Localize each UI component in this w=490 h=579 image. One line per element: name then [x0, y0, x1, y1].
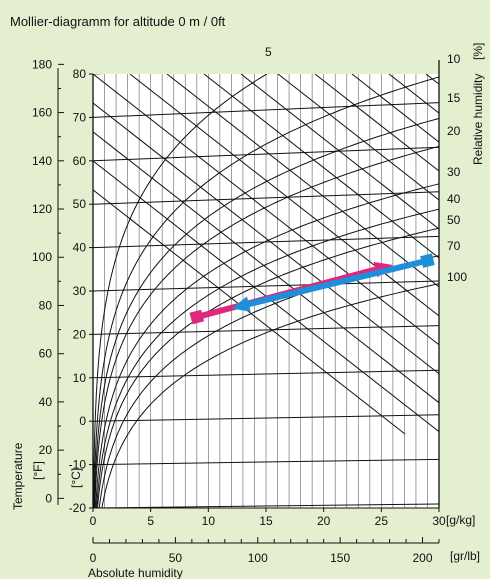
isotherm-line [93, 102, 439, 118]
enthalpy-line [203, 74, 439, 259]
isotherm-line [93, 235, 439, 249]
x-unit-label: [g/kg] [446, 513, 475, 527]
celsius-tick-label: 80 [73, 67, 87, 81]
rh-curve [95, 183, 439, 508]
grlb-tick-label: 150 [330, 551, 350, 565]
blue-arrow-start [420, 253, 435, 268]
grlb-tick-label: 50 [169, 551, 183, 565]
fahrenheit-tick-label: 100 [32, 250, 52, 264]
grlb-tick-label: 100 [248, 551, 268, 565]
rh-label: 15 [447, 91, 461, 105]
rh-curve [96, 208, 439, 508]
rh-label: 10 [447, 52, 461, 66]
x-axis-title: Absolute humidity [88, 566, 183, 579]
rh-curve [101, 283, 439, 508]
isotherm-line [93, 458, 439, 466]
gkg-tick-label: 0 [90, 514, 97, 528]
process-arrows [189, 253, 435, 325]
fahrenheit-tick-label: 120 [32, 202, 52, 216]
rh-axis-title: Relative humidity [471, 74, 485, 165]
rh-label: 5 [265, 45, 272, 59]
celsius-tick-label: -20 [69, 501, 87, 515]
pink-arrow-start [189, 309, 205, 325]
isotherm-line [93, 74, 104, 75]
rh-curve [93, 117, 439, 508]
fahrenheit-tick-label: 60 [39, 347, 53, 361]
chart-grid [93, 74, 439, 508]
enthalpy-line [93, 131, 439, 404]
celsius-tick-label: 50 [73, 197, 87, 211]
enthalpy-line [277, 74, 439, 201]
x2-unit-label: [gr/lb] [450, 549, 480, 563]
enthalpy-line [351, 74, 439, 143]
blue-arrow-head [231, 296, 251, 312]
celsius-tick-label: 20 [73, 327, 87, 341]
gkg-tick-label: 20 [317, 514, 331, 528]
enthalpy-line [166, 74, 439, 288]
gkg-tick-label: 15 [259, 514, 273, 528]
blue-arrow-shaft [248, 257, 429, 308]
isotherm-line [93, 280, 439, 292]
celsius-unit-label: [°C] [69, 468, 83, 488]
rh-curve [94, 145, 439, 508]
rh-label: 100 [447, 270, 467, 284]
celsius-tick-label: 0 [79, 414, 86, 428]
rh-label: 70 [447, 239, 461, 253]
celsius-tick-label: 10 [73, 371, 87, 385]
enthalpy-line [129, 74, 439, 317]
rh-curve [98, 255, 439, 508]
axis-ticks: 5 10152030405070100-20-100102030405060708… [32, 45, 467, 565]
gkg-tick-label: 5 [147, 514, 154, 528]
fahrenheit-unit-label: [°F] [31, 461, 45, 480]
isotherm-line [93, 325, 439, 335]
isotherm-line [93, 503, 439, 508]
celsius-tick-label: 70 [73, 110, 87, 124]
rh-unit-label: [%] [471, 43, 485, 60]
celsius-tick-label: 30 [73, 284, 87, 298]
enthalpy-line [240, 74, 439, 230]
fahrenheit-tick-label: 40 [39, 395, 53, 409]
grlb-tick-label: 0 [90, 551, 97, 565]
enthalpy-line [93, 160, 439, 433]
rh-curve [97, 227, 439, 508]
fahrenheit-tick-label: 20 [39, 443, 53, 457]
fahrenheit-tick-label: 180 [32, 57, 52, 71]
rh-curve [93, 74, 268, 508]
celsius-tick-label: 60 [73, 154, 87, 168]
fahrenheit-tick-label: 0 [45, 491, 52, 505]
rh-label: 20 [447, 124, 461, 138]
enthalpy-line [314, 74, 439, 172]
enthalpy-line [93, 74, 439, 346]
enthalpy-line [93, 102, 439, 375]
fahrenheit-tick-label: 140 [32, 154, 52, 168]
rh-label: 40 [447, 192, 461, 206]
gkg-tick-label: 10 [202, 514, 216, 528]
rh-label: 30 [447, 165, 461, 179]
fahrenheit-tick-label: 80 [39, 298, 53, 312]
chart-title: Mollier-diagramm for altitude 0 m / 0ft [10, 14, 226, 29]
rh-label: 50 [447, 213, 461, 227]
enthalpy-line [93, 189, 406, 435]
celsius-tick-label: -10 [69, 458, 87, 472]
gkg-tick-label: 30 [432, 514, 446, 528]
isotherm-line [93, 369, 439, 379]
y-axis-title: Temperature [11, 442, 25, 510]
isotherm-line [93, 191, 439, 205]
rh-curve [93, 76, 439, 508]
gkg-tick-label: 25 [375, 514, 389, 528]
isotherm-line [93, 146, 439, 162]
celsius-tick-label: 40 [73, 241, 87, 255]
grlb-tick-label: 200 [413, 551, 433, 565]
fahrenheit-tick-label: 160 [32, 106, 52, 120]
